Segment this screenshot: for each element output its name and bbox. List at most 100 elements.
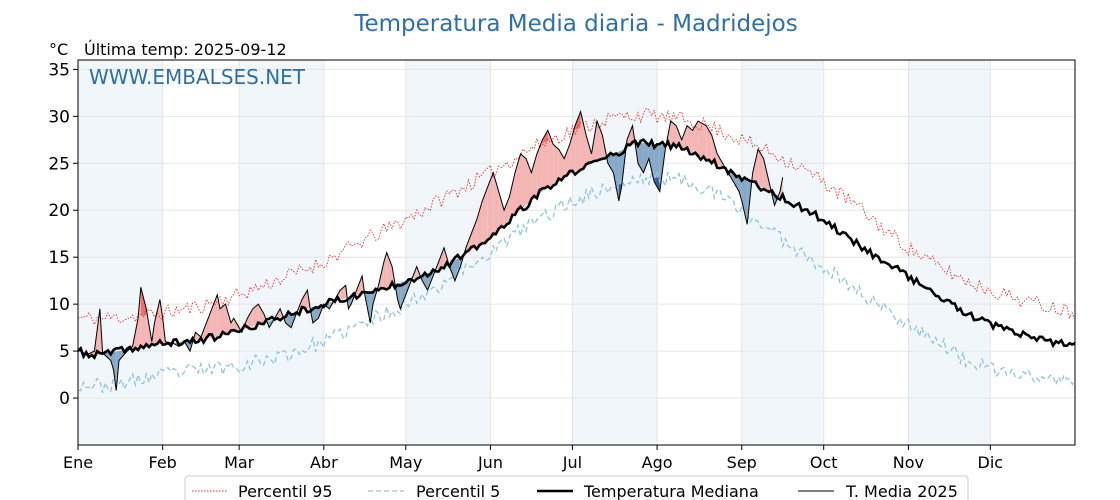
- fill-above-median: [471, 219, 477, 251]
- fill-above-median: [220, 304, 226, 336]
- fill-above-median: [536, 139, 543, 197]
- x-tick-label: Sep: [727, 453, 757, 472]
- fill-above-median: [698, 121, 707, 159]
- legend-label: Percentil 5: [416, 482, 500, 500]
- fill-above-median: [383, 252, 387, 289]
- x-tick-label: Mar: [224, 453, 255, 472]
- fill-above-median: [717, 153, 723, 168]
- chart-title: Temperatura Media diaria - Madridejos: [353, 11, 797, 37]
- plot-frame: [77, 59, 1076, 446]
- fill-above-median: [206, 308, 212, 339]
- y-tick-label: 15: [48, 248, 70, 268]
- fill-above-median: [542, 130, 548, 192]
- x-tick-label: Jun: [477, 453, 503, 472]
- month-band: [239, 60, 324, 445]
- fill-below-median: [397, 282, 401, 309]
- x-tick-label: Jul: [562, 453, 582, 472]
- fill-above-median: [596, 121, 603, 162]
- y-unit-label: °C: [49, 40, 68, 59]
- fill-above-median: [217, 294, 221, 337]
- fill-above-median: [569, 125, 576, 175]
- fill-above-median: [482, 186, 488, 244]
- fill-below-median: [312, 305, 319, 323]
- series-line-percentil-5: [77, 170, 1076, 394]
- fill-above-median: [531, 153, 537, 201]
- fill-below-median: [741, 177, 748, 225]
- fill-above-median: [553, 144, 559, 185]
- fill-below-median: [285, 313, 292, 328]
- fill-above-median: [580, 111, 587, 169]
- fill-above-median: [752, 149, 759, 186]
- fill-above-median: [493, 172, 499, 236]
- fill-above-median: [487, 172, 494, 241]
- fill-below-median: [400, 280, 406, 309]
- series-line-percentil-95: [77, 107, 1076, 326]
- fill-above-median: [758, 149, 764, 189]
- series-line-t-media-2025: [77, 109, 784, 391]
- x-tick-label: Oct: [810, 453, 838, 472]
- fill-above-median: [670, 121, 677, 147]
- fill-below-p5: [654, 177, 660, 192]
- fill-above-median: [763, 158, 770, 191]
- fill-below-median: [110, 351, 114, 370]
- fill-below-median: [648, 143, 655, 183]
- fill-above-median: [676, 125, 682, 148]
- fill-above-median: [706, 125, 712, 162]
- month-band: [405, 60, 491, 445]
- fill-above-median: [681, 125, 688, 151]
- fill-below-median: [422, 273, 428, 291]
- x-tick-label: Nov: [893, 453, 924, 472]
- fill-below-median: [613, 151, 619, 201]
- y-tick-label: 25: [48, 154, 70, 174]
- fill-above-median: [586, 135, 592, 167]
- y-tick-label: 0: [59, 389, 70, 409]
- y-tick-label: 5: [59, 342, 70, 362]
- fill-above-median: [564, 144, 570, 178]
- series-lines: [77, 107, 1076, 394]
- month-band: [572, 60, 658, 445]
- fill-above-median: [247, 308, 253, 328]
- fill-above-median: [476, 200, 483, 247]
- x-axis: Ene Feb Mar Abr May Jun Jul Ago Sep Oct Nov Dic: [63, 445, 1003, 472]
- fill-above-median: [301, 290, 308, 311]
- x-tick-label: Abr: [310, 453, 338, 472]
- x-tick-label: Feb: [149, 453, 177, 472]
- fill-below-median: [454, 257, 461, 281]
- last-temp-label: Última temp: 2025-09-12: [84, 40, 287, 59]
- x-tick-label: May: [389, 453, 422, 472]
- legend-label: Percentil 95: [238, 482, 333, 500]
- y-tick-label: 30: [48, 107, 70, 127]
- legend-label: T. Media 2025: [845, 482, 958, 500]
- fill-above-median: [138, 287, 141, 348]
- y-axis: 0 5 10 15 20 25 30 35: [48, 60, 78, 409]
- month-bands: [78, 60, 991, 445]
- y-tick-label: 35: [48, 60, 70, 80]
- month-band: [741, 60, 824, 445]
- fill-above-median: [498, 191, 505, 231]
- watermark: WWW.EMBALSES.NET: [89, 65, 306, 89]
- x-tick-label: Ago: [642, 453, 673, 472]
- fill-below-median: [113, 351, 117, 391]
- fill-above-median: [225, 304, 231, 335]
- month-band: [78, 60, 163, 445]
- legend: Percentil 95 Percentil 5 Temperatura Media…: [184, 475, 969, 500]
- fill-below-median: [739, 175, 742, 201]
- fill-above-median: [252, 304, 259, 327]
- fill-above-median: [687, 125, 693, 153]
- fill-above-median: [154, 299, 160, 345]
- month-band: [908, 60, 991, 445]
- fill-above-median: [509, 172, 516, 221]
- fill-above-median: [504, 196, 510, 226]
- fill-above-median: [547, 130, 554, 189]
- fill-above-median: [520, 153, 526, 211]
- legend-label: Temperatura Mediana: [583, 482, 759, 500]
- fill-above-median: [258, 304, 264, 325]
- x-tick-label: Dic: [978, 453, 1004, 472]
- fill-above-median: [692, 121, 699, 155]
- x-tick-label: Ene: [63, 453, 93, 472]
- fill-above-median: [711, 135, 718, 165]
- fill-below-median: [607, 154, 614, 173]
- y-tick-label: 10: [48, 295, 70, 315]
- fill-above-median: [386, 252, 393, 288]
